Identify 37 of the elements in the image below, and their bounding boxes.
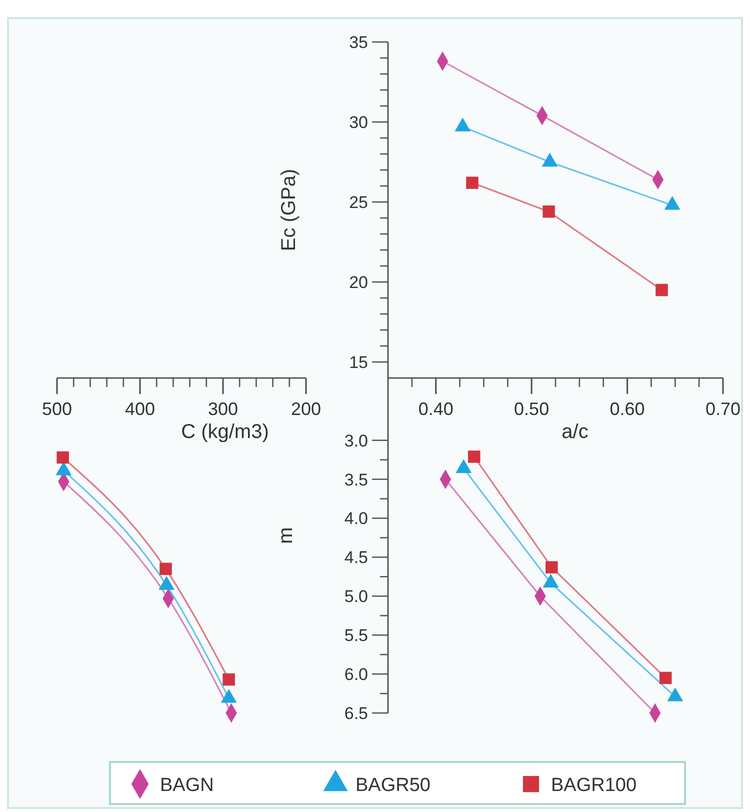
- y-axis-title: m: [275, 527, 297, 544]
- point: [222, 673, 235, 686]
- point: [160, 562, 172, 575]
- x-axis-title: C (kg/m3): [181, 421, 269, 443]
- point: [542, 205, 555, 218]
- point: [468, 450, 480, 463]
- y-tick-label: 25: [349, 193, 368, 212]
- y-tick-label: 35: [349, 33, 368, 52]
- legend-label: BAGR100: [551, 775, 637, 796]
- x-tick-label: 0.60: [610, 399, 645, 419]
- x-tick-label: 0.50: [514, 399, 550, 419]
- y-axis-title: Ec (GPa): [278, 168, 300, 252]
- x-tick-label: 0.40: [418, 399, 454, 419]
- y-tick-label: 20: [349, 273, 368, 292]
- legend-label: BAGR50: [356, 775, 430, 796]
- x-tick-label: 200: [290, 399, 322, 419]
- point: [546, 561, 558, 574]
- y-tick-label: 15: [349, 353, 368, 372]
- y-tick-label: 30: [349, 113, 368, 132]
- y-tick-label: 4.0: [344, 509, 368, 528]
- x-tick-label: 0.70: [705, 399, 741, 419]
- x-tick-label: 400: [124, 399, 156, 419]
- point: [656, 284, 668, 296]
- point: [56, 451, 69, 464]
- point: [466, 176, 478, 189]
- point: [659, 672, 672, 684]
- y-tick-label: 3.0: [344, 431, 368, 450]
- y-tick-label: 6.0: [344, 665, 368, 684]
- x-axis-title: a/c: [562, 421, 588, 443]
- legend-label: BAGN: [160, 775, 214, 796]
- x-tick-label: 300: [208, 399, 238, 419]
- y-tick-label: 5.5: [344, 626, 368, 646]
- y-tick-label: 5.0: [344, 587, 368, 606]
- x-tick-label: 500: [42, 399, 72, 419]
- y-tick-label: 6.5: [344, 704, 368, 723]
- y-tick-label: 4.5: [344, 548, 368, 568]
- y-tick-label: 3.5: [344, 470, 368, 490]
